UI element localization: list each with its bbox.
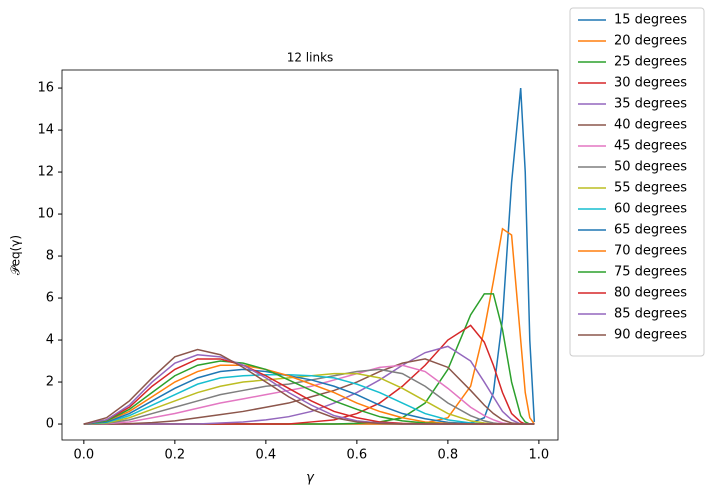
legend-label: 15 degrees	[614, 13, 687, 28]
y-tick-label: 0	[46, 417, 54, 432]
y-tick-label: 12	[37, 165, 54, 180]
x-tick-label: 0.8	[438, 448, 459, 463]
x-tick-label: 0.4	[256, 448, 277, 463]
legend-label: 40 degrees	[614, 118, 687, 133]
line-series	[83, 345, 535, 425]
plot-frame	[61, 69, 559, 441]
legend-label: 20 degrees	[614, 34, 687, 49]
legend-label: 25 degrees	[614, 55, 687, 70]
y-tick-label: 4	[46, 333, 54, 348]
y-tick-label: 6	[46, 291, 54, 306]
line-series	[83, 364, 535, 425]
line-series	[83, 364, 535, 425]
legend-label: 90 degrees	[614, 328, 687, 343]
y-axis-label: 𝒫eq(γ)	[9, 235, 23, 275]
x-tick-label: 0.6	[347, 448, 368, 463]
y-tick-label: 2	[46, 375, 54, 390]
legend-label: 75 degrees	[614, 265, 687, 280]
legend-label: 80 degrees	[614, 286, 687, 301]
legend-label: 50 degrees	[614, 160, 687, 175]
line-series	[83, 358, 535, 425]
x-axis-label: γ	[306, 471, 315, 486]
legend-label: 85 degrees	[614, 307, 687, 322]
line-series	[83, 87, 536, 425]
x-tick-label: 1.0	[529, 448, 550, 463]
chart-title: 12 links	[287, 51, 334, 65]
line-series	[83, 227, 535, 425]
x-tick-label: 0.0	[73, 448, 94, 463]
y-tick-label: 10	[37, 207, 54, 222]
line-series	[83, 348, 535, 425]
legend-label: 45 degrees	[614, 139, 687, 154]
x-tick-label: 0.2	[165, 448, 186, 463]
y-tick-label: 8	[46, 249, 54, 264]
y-tick-label: 14	[37, 123, 54, 138]
legend-label: 65 degrees	[614, 223, 687, 238]
legend-label: 55 degrees	[614, 181, 687, 196]
legend-label: 30 degrees	[614, 76, 687, 91]
legend-box	[569, 7, 705, 357]
legend-label: 60 degrees	[614, 202, 687, 217]
legend-label: 70 degrees	[614, 244, 687, 259]
y-tick-label: 16	[37, 81, 54, 96]
legend-label: 35 degrees	[614, 97, 687, 112]
